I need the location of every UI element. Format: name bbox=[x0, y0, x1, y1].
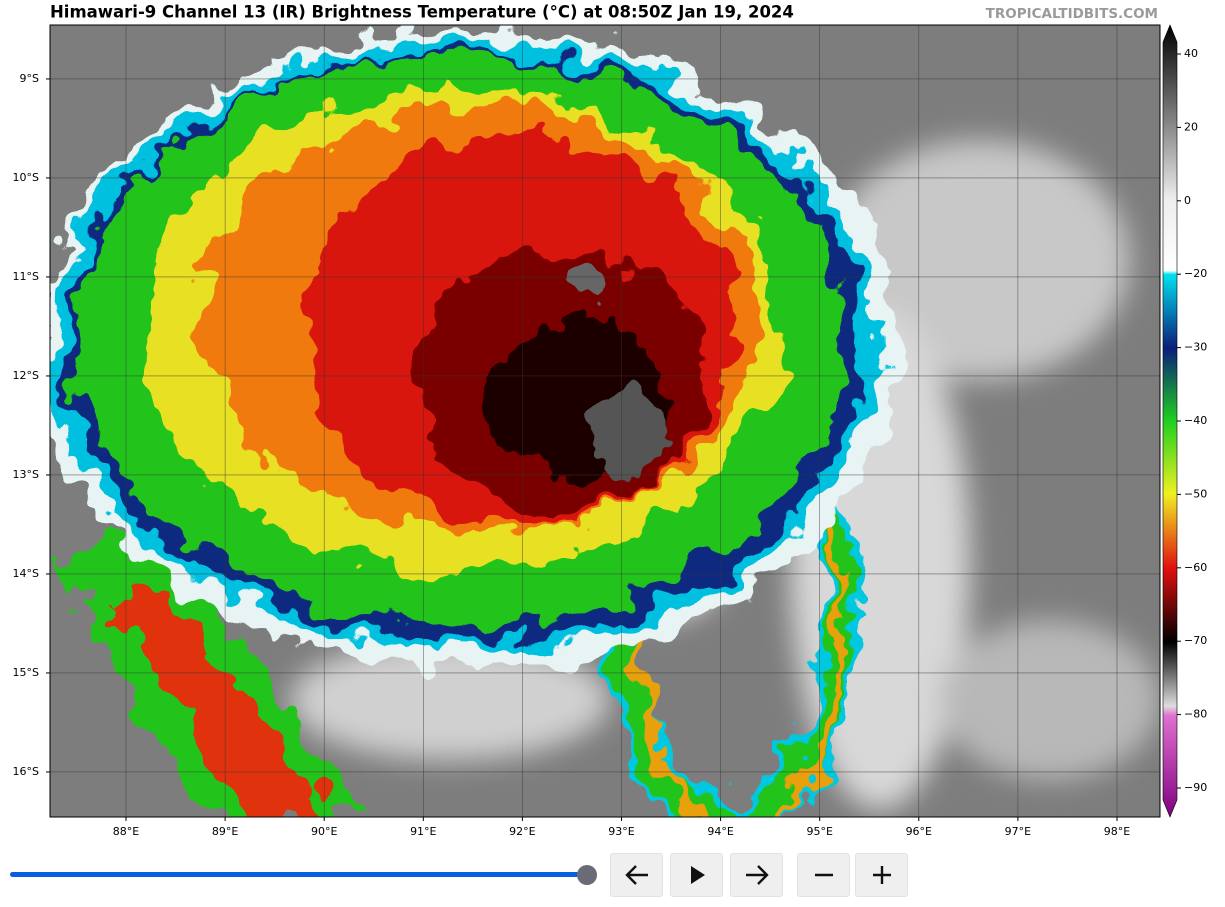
colorbar-tick-label: −50 bbox=[1184, 487, 1207, 500]
lat-tick-label: 9°S bbox=[20, 72, 39, 85]
source: TROPICALTIDBITS.COM bbox=[986, 6, 1158, 22]
lon-tick-label: 89°E bbox=[212, 825, 238, 838]
lat-tick-label: 13°S bbox=[13, 468, 39, 481]
prev-button[interactable] bbox=[610, 853, 663, 897]
colorbar-tick-label: −90 bbox=[1184, 781, 1207, 794]
lon-tick-label: 96°E bbox=[906, 825, 932, 838]
title: Himawari-9 Channel 13 (IR) Brightness Te… bbox=[50, 3, 794, 22]
icon-left bbox=[624, 865, 648, 885]
colorbar-tick-label: −60 bbox=[1184, 561, 1207, 574]
icon-minus bbox=[814, 873, 833, 877]
colorbar-tick-label: −20 bbox=[1184, 267, 1207, 280]
zoom-in-button[interactable] bbox=[855, 853, 908, 897]
lon-tick-label: 90°E bbox=[311, 825, 337, 838]
icon-right bbox=[745, 865, 769, 885]
colorbar-tick-label: −30 bbox=[1184, 341, 1207, 354]
colorbar-tick-label: −70 bbox=[1184, 634, 1207, 647]
lat-tick-label: 14°S bbox=[13, 567, 39, 580]
colorbar-tick-label: 20 bbox=[1184, 120, 1198, 133]
lon-tick-label: 92°E bbox=[509, 825, 535, 838]
lat-tick-label: 12°S bbox=[13, 369, 39, 382]
icon-plus bbox=[872, 866, 891, 884]
colorbar-tick-label: −40 bbox=[1184, 414, 1207, 427]
lon-tick-label: 94°E bbox=[707, 825, 733, 838]
colorbar bbox=[1162, 24, 1178, 818]
lon-tick-label: 93°E bbox=[608, 825, 634, 838]
lat-tick-label: 16°S bbox=[13, 765, 39, 778]
colorbar-tick-label: 40 bbox=[1184, 47, 1198, 60]
lon-tick-label: 97°E bbox=[1005, 825, 1031, 838]
lon-tick-label: 98°E bbox=[1104, 825, 1130, 838]
lon-tick-label: 91°E bbox=[410, 825, 436, 838]
slider-knob[interactable] bbox=[577, 865, 597, 885]
colorbar-tick-label: 0 bbox=[1184, 194, 1191, 207]
map-frame bbox=[49, 24, 1161, 818]
icon-play bbox=[690, 866, 705, 884]
colorbar-tick-label: −80 bbox=[1184, 708, 1207, 721]
lat-tick-label: 11°S bbox=[13, 270, 39, 283]
grid bbox=[50, 25, 1160, 817]
next-button[interactable] bbox=[730, 853, 783, 897]
play-button[interactable] bbox=[670, 853, 723, 897]
lon-tick-label: 95°E bbox=[806, 825, 832, 838]
zoom-out-button[interactable] bbox=[797, 853, 850, 897]
lon-tick-label: 88°E bbox=[113, 825, 139, 838]
lat-tick-label: 10°S bbox=[13, 171, 39, 184]
map-figure: Himawari-9 Channel 13 (IR) Brightness Te… bbox=[13, 3, 1208, 839]
time-slider[interactable] bbox=[10, 872, 587, 877]
satellite-image bbox=[50, 25, 1160, 817]
lat-tick-label: 15°S bbox=[13, 666, 39, 679]
storm-clouds bbox=[50, 30, 900, 817]
